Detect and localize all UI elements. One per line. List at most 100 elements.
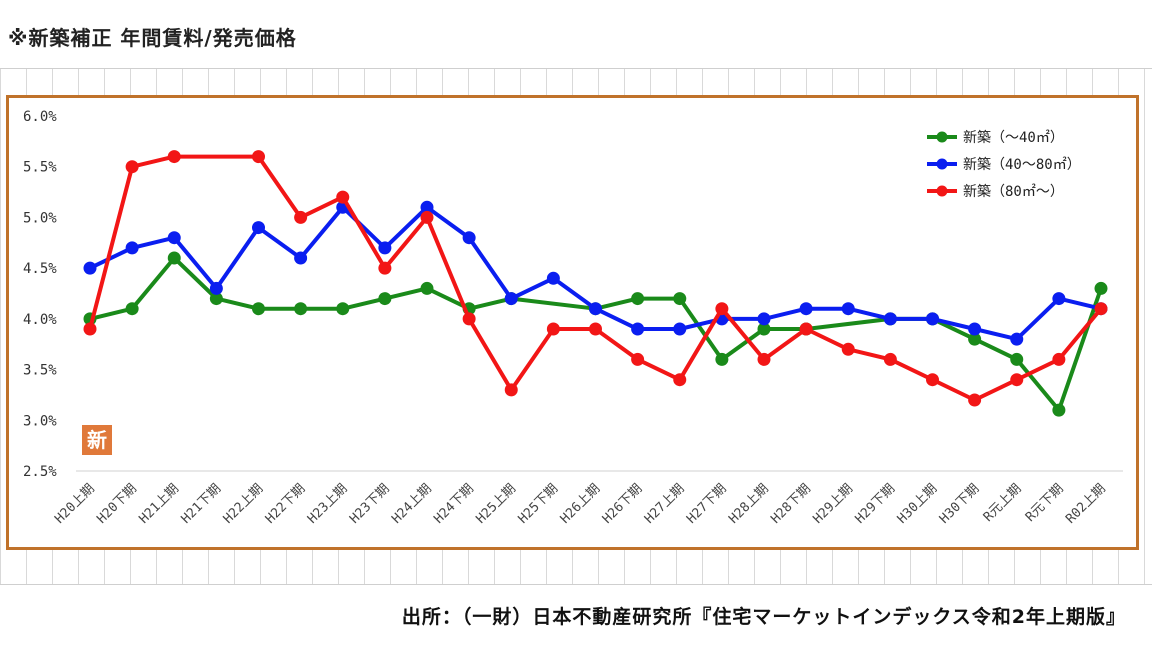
data-point: [252, 150, 265, 164]
x-tick-label: R元上期: [981, 481, 1025, 525]
data-point: [209, 281, 223, 295]
data-point: [294, 251, 308, 265]
y-tick-label: 2.5%: [23, 464, 57, 480]
x-tick-label: H28上期: [726, 481, 772, 527]
x-tick-label: H27上期: [642, 481, 688, 527]
y-tick-label: 5.5%: [23, 160, 57, 176]
x-tick-label: H26上期: [558, 481, 604, 527]
data-point: [378, 261, 392, 275]
x-tick-label: H30下期: [937, 481, 983, 527]
data-point: [757, 352, 771, 366]
source-credit: 出所：（一財）日本不動産研究所『住宅マーケットインデックス令和2年上期版』: [401, 606, 1126, 628]
data-point: [1010, 332, 1024, 346]
data-point: [757, 322, 771, 336]
y-tick-label: 3.5%: [23, 363, 57, 379]
data-point: [504, 292, 518, 306]
x-tick-label: H27下期: [684, 481, 730, 527]
x-tick-label: R02上期: [1063, 481, 1109, 527]
data-point: [631, 322, 645, 336]
x-tick-label: H23下期: [347, 481, 393, 527]
page-title: ※新築補正 年間賃料/発売価格: [8, 26, 297, 50]
data-point: [799, 322, 813, 336]
legend-entry: 新築（40～80㎡）: [963, 157, 1081, 173]
data-point: [125, 241, 139, 255]
data-point: [841, 342, 855, 356]
x-tick-label: H24下期: [431, 481, 477, 527]
legend-swatch-marker: [936, 131, 948, 143]
x-tick-label: H29下期: [853, 481, 899, 527]
data-point: [631, 352, 645, 366]
data-point: [167, 150, 181, 164]
legend-swatch-marker: [936, 158, 948, 170]
data-point: [926, 312, 939, 326]
data-point: [462, 312, 476, 326]
new-badge: [82, 425, 112, 455]
data-point: [420, 200, 434, 214]
x-tick-label: H28下期: [768, 481, 814, 527]
data-point: [1094, 281, 1108, 295]
data-point: [1010, 373, 1024, 387]
data-point: [799, 302, 813, 316]
series-line-3: [88, 154, 1103, 402]
data-point: [1010, 352, 1024, 366]
x-tick-label: H21下期: [179, 481, 225, 527]
x-tick-label: H24上期: [389, 481, 435, 527]
data-point: [673, 322, 687, 336]
data-point: [294, 302, 308, 316]
x-tick-label: H26下期: [600, 481, 646, 527]
data-point: [631, 292, 645, 306]
y-tick-label: 4.5%: [23, 261, 57, 277]
data-point: [757, 312, 771, 326]
data-point: [926, 373, 939, 387]
source-band: [0, 585, 1152, 647]
data-point: [968, 393, 982, 407]
y-tick-label: 3.0%: [23, 413, 57, 429]
series-line-2: [89, 205, 1102, 342]
data-point: [1052, 352, 1066, 366]
x-tick-label: R元下期: [1023, 481, 1067, 525]
legend-swatch-marker: [936, 185, 948, 197]
x-tick-label: H29上期: [810, 481, 856, 527]
data-point: [462, 231, 476, 245]
data-point: [546, 271, 560, 285]
data-point: [167, 251, 181, 265]
data-point: [378, 292, 392, 306]
x-tick-label: H21上期: [136, 481, 182, 527]
title-band: [0, 0, 1152, 68]
grid-line-bottom: [0, 584, 1152, 585]
data-point: [294, 210, 308, 224]
data-point: [673, 373, 687, 387]
x-tick-label: H20下期: [94, 481, 140, 527]
x-tick-label: H22下期: [263, 481, 309, 527]
data-point: [125, 302, 139, 316]
data-point: [589, 322, 602, 336]
data-point: [715, 302, 729, 316]
y-tick-label: 5.0%: [23, 210, 57, 226]
x-tick-label: H22上期: [221, 481, 267, 527]
data-point: [420, 281, 434, 295]
data-point: [125, 160, 139, 174]
data-point: [1052, 403, 1066, 417]
data-point: [1052, 292, 1066, 306]
data-point: [504, 383, 518, 397]
data-point: [252, 221, 265, 235]
data-point: [968, 322, 982, 336]
new-badge-label: 新: [87, 428, 107, 452]
grid-line-top: [0, 68, 1152, 69]
data-point: [715, 352, 729, 366]
line-chart: 2.5% 3.0% 3.5% 4.0% 4.5% 5.0% 5.5% 6.0% H20上期H20…: [23, 109, 1123, 527]
y-tick-label: 4.0%: [23, 312, 57, 328]
data-point: [83, 261, 97, 275]
data-point: [420, 210, 434, 224]
data-point: [841, 302, 855, 316]
data-point: [209, 292, 223, 306]
data-point: [336, 190, 350, 204]
data-point: [673, 292, 687, 306]
legend-entry: 新築（～40㎡）: [963, 130, 1064, 146]
x-tick-label: H23上期: [305, 481, 351, 527]
x-tick-label: H25上期: [473, 481, 519, 527]
data-point: [1094, 302, 1108, 316]
data-point: [378, 241, 392, 255]
x-tick-label: H20上期: [52, 481, 98, 527]
data-point: [883, 352, 897, 366]
